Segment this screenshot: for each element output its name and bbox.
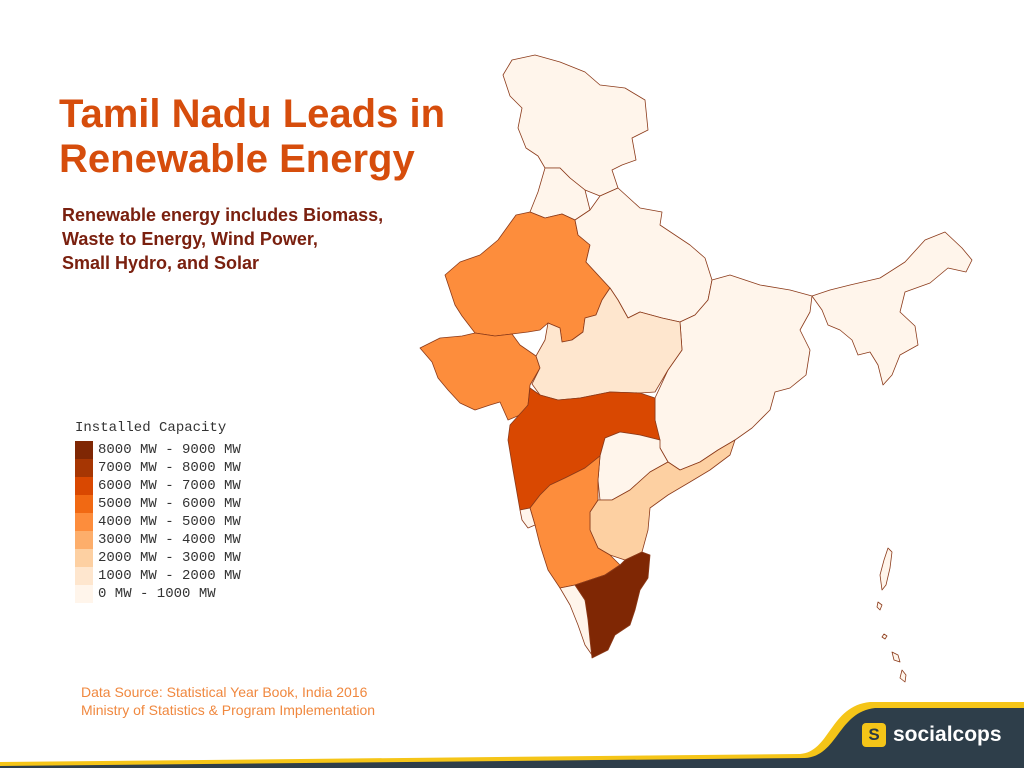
- region-goa: [519, 507, 536, 529]
- legend-label: 1000 MW - 2000 MW: [98, 568, 241, 584]
- legend: Installed Capacity 8000 MW - 9000 MW 7000…: [75, 419, 241, 603]
- subtitle-line-2: Waste to Energy, Wind Power,: [62, 229, 318, 249]
- region-nicobar-islands-3: [881, 633, 888, 640]
- legend-swatch: [75, 441, 93, 459]
- legend-swatch: [75, 459, 93, 477]
- region-tamil-nadu: [574, 551, 651, 659]
- legend-label: 8000 MW - 9000 MW: [98, 442, 241, 458]
- region-andaman-islands-2: [876, 601, 883, 611]
- legend-item: 4000 MW - 5000 MW: [75, 513, 241, 531]
- region-northeast: [811, 231, 973, 386]
- title-line-2: Renewable Energy: [59, 137, 415, 181]
- legend-title: Installed Capacity: [75, 420, 227, 436]
- legend-item: 3000 MW - 4000 MW: [75, 531, 241, 549]
- brand-icon: S: [862, 723, 886, 747]
- legend-swatch: [75, 477, 93, 495]
- legend-swatch: [75, 585, 93, 603]
- legend-item: 5000 MW - 6000 MW: [75, 495, 241, 513]
- subtitle-line-1: Renewable energy includes Biomass,: [62, 205, 384, 225]
- brand-name: socialcops: [893, 723, 1002, 746]
- legend-swatch: [75, 495, 93, 513]
- region-nicobar-islands: [891, 651, 901, 663]
- legend-label: 2000 MW - 3000 MW: [98, 550, 241, 566]
- legend-item: 0 MW - 1000 MW: [75, 585, 241, 603]
- title-line-1: Tamil Nadu Leads in: [59, 92, 445, 136]
- region-madhya-pradesh: [531, 287, 683, 401]
- legend-swatch: [75, 549, 93, 567]
- legend-label: 6000 MW - 7000 MW: [98, 478, 241, 494]
- data-source: Data Source: Statistical Year Book, Indi…: [81, 683, 375, 719]
- legend-swatch: [75, 531, 93, 549]
- legend-label: 3000 MW - 4000 MW: [98, 532, 241, 548]
- brand-logo[interactable]: S socialcops: [862, 723, 1002, 747]
- legend-label: 0 MW - 1000 MW: [98, 586, 216, 602]
- legend-item: 8000 MW - 9000 MW: [75, 441, 241, 459]
- source-line-2: Ministry of Statistics & Program Impleme…: [81, 702, 376, 718]
- legend-item: 6000 MW - 7000 MW: [75, 477, 241, 495]
- legend-swatch: [75, 567, 93, 585]
- source-line-1: Data Source: Statistical Year Book, Indi…: [81, 684, 368, 700]
- legend-label: 5000 MW - 6000 MW: [98, 496, 241, 512]
- legend-label: 7000 MW - 8000 MW: [98, 460, 241, 476]
- map-title: Tamil Nadu Leads in Renewable Energy: [59, 92, 519, 182]
- footer-background: [0, 708, 1024, 768]
- subtitle-line-3: Small Hydro, and Solar: [62, 253, 260, 273]
- legend-swatch: [75, 513, 93, 531]
- region-andaman-islands: [879, 547, 893, 591]
- region-nicobar-islands-2: [899, 669, 907, 683]
- legend-item: 2000 MW - 3000 MW: [75, 549, 241, 567]
- region-karnataka: [529, 455, 621, 589]
- subtitle: Renewable energy includes Biomass, Waste…: [62, 203, 462, 275]
- legend-item: 1000 MW - 2000 MW: [75, 567, 241, 585]
- legend-item: 7000 MW - 8000 MW: [75, 459, 241, 477]
- legend-label: 4000 MW - 5000 MW: [98, 514, 241, 530]
